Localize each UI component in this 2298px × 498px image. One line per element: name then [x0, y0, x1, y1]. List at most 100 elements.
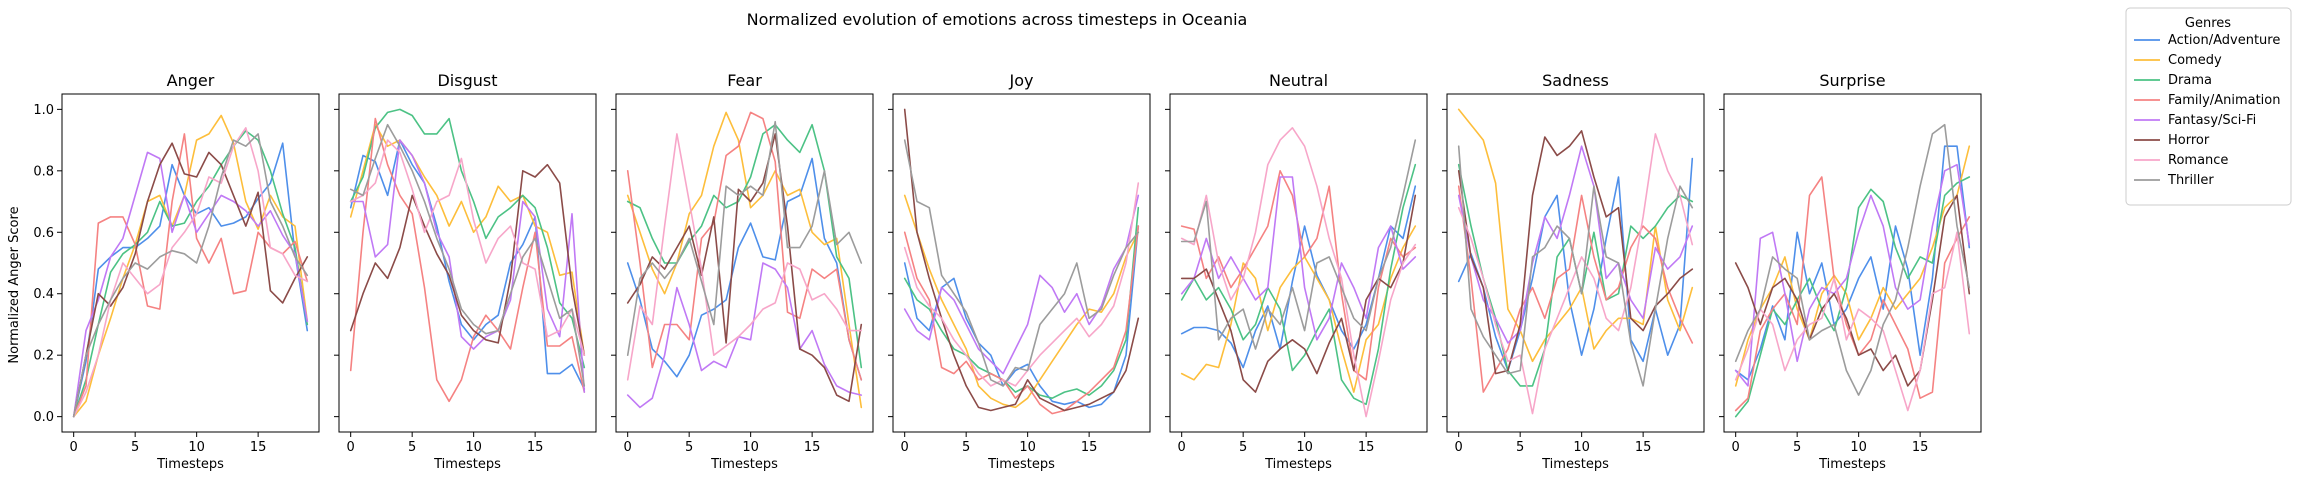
axes-frame — [61, 93, 320, 433]
x-tick-label: 15 — [1912, 440, 1929, 455]
series-line-romance — [1734, 231, 1971, 412]
series-line-action-adventure — [903, 225, 1140, 409]
series-line-fantasy-sci-fi — [1457, 145, 1694, 344]
series-line-fantasy-sci-fi — [626, 262, 863, 409]
x-tick-label: 10 — [1573, 440, 1590, 455]
y-axis-label: Normalized Anger Score — [7, 206, 22, 363]
series-line-romance — [1457, 133, 1694, 415]
legend-label: Fantasy/Sci-Fi — [2168, 113, 2256, 128]
series-line-thriller — [626, 120, 863, 357]
series-line-drama — [903, 206, 1140, 400]
series-line-fantasy-sci-fi — [72, 151, 309, 418]
series-line-romance — [1180, 127, 1417, 418]
y-tick-label: 0.0 — [33, 410, 54, 425]
series-line-action-adventure — [349, 139, 586, 390]
series-line-romance — [903, 182, 1140, 387]
legend-label: Drama — [2168, 73, 2212, 88]
legend-label: Romance — [2168, 153, 2228, 168]
y-tick-label: 0.6 — [33, 226, 54, 241]
x-axis-label: Timesteps — [156, 457, 224, 472]
subplot-neutral: Neutral 0 5 10 15 Timesteps — [1165, 71, 1428, 472]
series-line-family-animation — [1457, 185, 1694, 393]
x-tick-label: 5 — [962, 440, 970, 455]
series-line-family-animation — [349, 117, 586, 403]
legend-item: Thriller — [2134, 173, 2214, 188]
x-axis-label: Timesteps — [1818, 457, 1886, 472]
series-line-comedy — [903, 194, 1140, 409]
x-tick-label: 5 — [408, 440, 416, 455]
series-line-comedy — [72, 114, 309, 418]
series-line-horror — [903, 108, 1140, 412]
axes-frame — [1446, 93, 1705, 433]
x-tick-label: 10 — [1019, 440, 1036, 455]
series-line-fantasy-sci-fi — [903, 194, 1140, 375]
x-tick-label: 0 — [1732, 440, 1740, 455]
axes-frame — [1723, 93, 1982, 433]
series-line-action-adventure — [626, 157, 863, 381]
x-axis-label: Timesteps — [1264, 457, 1332, 472]
series-line-horror — [626, 133, 863, 403]
series-line-drama — [72, 130, 309, 418]
subplot-joy: Joy 0 5 10 15 Timesteps — [888, 71, 1151, 472]
subplot-title: Anger — [167, 71, 215, 90]
legend-item: Romance — [2134, 153, 2228, 168]
series-line-comedy — [349, 123, 586, 357]
series-line-comedy — [626, 111, 863, 409]
y-tick-label: 0.4 — [33, 287, 54, 302]
x-tick-label: 5 — [131, 440, 139, 455]
series-line-thriller — [1457, 145, 1694, 387]
series-line-horror — [1734, 194, 1971, 387]
series-line-thriller — [72, 133, 309, 418]
x-tick-label: 5 — [685, 440, 693, 455]
subplot-title: Surprise — [1819, 71, 1885, 90]
figure-suptitle: Normalized evolution of emotions across … — [747, 10, 1248, 29]
legend-label: Thriller — [2167, 173, 2214, 188]
series-line-drama — [1180, 163, 1417, 406]
legend-item: Drama — [2134, 73, 2212, 88]
x-tick-label: 10 — [465, 440, 482, 455]
legend-label: Horror — [2168, 133, 2210, 148]
series-line-horror — [349, 163, 586, 357]
x-axis-label: Timesteps — [1541, 457, 1609, 472]
series-line-comedy — [1734, 145, 1971, 387]
y-tick-label: 0.2 — [33, 349, 54, 364]
series-line-romance — [349, 139, 586, 357]
x-axis-label: Timesteps — [710, 457, 778, 472]
x-tick-label: 0 — [901, 440, 909, 455]
series-line-comedy — [1457, 108, 1694, 363]
x-tick-label: 0 — [70, 440, 78, 455]
legend-label: Action/Adventure — [2168, 33, 2280, 48]
series-line-fantasy-sci-fi — [349, 139, 586, 393]
series-line-horror — [1180, 194, 1417, 393]
x-axis-label: Timesteps — [987, 457, 1055, 472]
series-line-fantasy-sci-fi — [1180, 176, 1417, 341]
y-tick-label: 0.8 — [33, 164, 54, 179]
x-tick-label: 15 — [1358, 440, 1375, 455]
y-tick-label: 1.0 — [33, 103, 54, 118]
x-tick-label: 10 — [742, 440, 759, 455]
x-tick-label: 15 — [527, 440, 544, 455]
series-line-horror — [72, 142, 309, 418]
series-line-romance — [626, 133, 863, 381]
series-line-family-animation — [626, 111, 863, 381]
subplot-surprise: Surprise 0 5 10 15 Timesteps — [1719, 71, 1982, 472]
legend-frame — [2125, 7, 2292, 206]
series-line-thriller — [1734, 123, 1971, 396]
legend-item: Fantasy/Sci-Fi — [2134, 113, 2256, 128]
x-tick-label: 0 — [1178, 440, 1186, 455]
legend: Genres Action/Adventure Comedy Drama Family… — [2125, 7, 2292, 206]
legend-title: Genres — [2185, 16, 2231, 31]
x-tick-label: 10 — [1296, 440, 1313, 455]
legend-label: Family/Animation — [2168, 93, 2281, 108]
x-tick-label: 0 — [1455, 440, 1463, 455]
subplot-title: Joy — [1009, 71, 1034, 90]
x-tick-label: 15 — [804, 440, 821, 455]
axes-frame — [615, 93, 874, 433]
subplot-sadness: Sadness 0 5 10 15 Timesteps — [1442, 71, 1705, 472]
legend-item: Comedy — [2134, 53, 2222, 68]
legend-item: Family/Animation — [2134, 93, 2281, 108]
series-line-family-animation — [1734, 176, 1971, 412]
x-tick-label: 5 — [1793, 440, 1801, 455]
